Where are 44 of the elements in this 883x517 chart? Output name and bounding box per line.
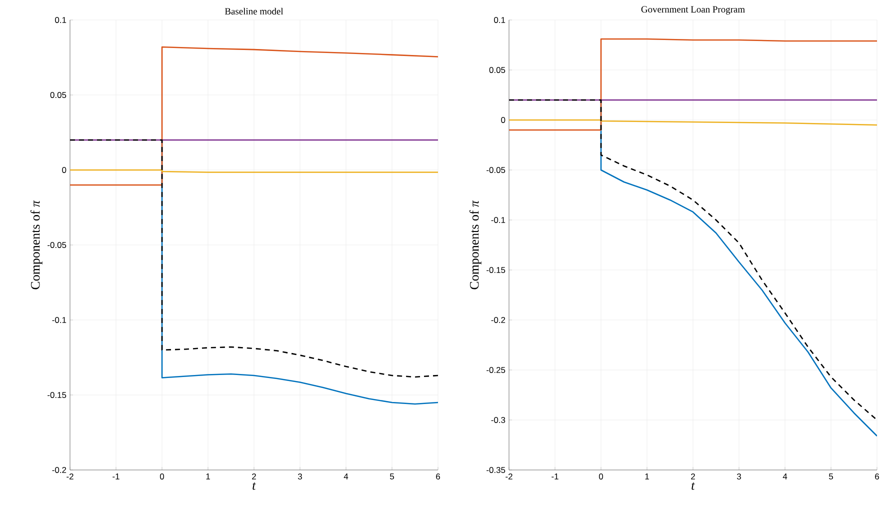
y-tick-label: -0.25	[486, 366, 506, 373]
y-tick-label: -0.1	[491, 216, 506, 223]
line-series	[509, 99, 878, 421]
x-tick-label: 5	[828, 474, 834, 480]
y-tick-label: -0.2	[52, 466, 66, 473]
y-tick-label: -0.15	[48, 392, 66, 398]
y-tick-label: 0.05	[50, 92, 66, 98]
x-tick-label: 6	[875, 474, 879, 480]
x-tick-label: 3	[298, 474, 302, 480]
y-tick-label: 0	[62, 166, 66, 173]
x-tick-label: -2	[66, 474, 74, 480]
x-tick-label: -1	[112, 474, 120, 480]
y-axis-title: Components of π	[30, 200, 42, 290]
x-tick-label: 5	[390, 474, 394, 480]
y-tick-label: 0.1	[494, 17, 506, 23]
x-tick-label: 1	[206, 474, 210, 480]
x-tick-label: 2	[691, 474, 695, 480]
x-tick-label: 1	[645, 474, 649, 480]
chart-title: Baseline model	[224, 8, 284, 14]
y-tick-label: -0.2	[491, 316, 506, 323]
x-tick-label: -2	[506, 474, 512, 480]
x-axis-title: t	[252, 482, 256, 490]
line-series	[70, 46, 438, 186]
x-tick-label: 4	[782, 474, 788, 480]
y-tick-label: 0.05	[489, 67, 506, 73]
x-tick-label: 3	[736, 474, 741, 480]
y-tick-label: -0.1	[52, 316, 66, 323]
y-axis-title: Components of π	[469, 200, 482, 290]
chart-title: Government Loan Program	[641, 6, 745, 14]
y-tick-label: -0.05	[486, 166, 506, 173]
x-tick-label: -1	[552, 474, 558, 480]
y-tick-label: -0.35	[486, 466, 506, 473]
line-series	[70, 139, 438, 378]
x-tick-label: 4	[344, 474, 348, 480]
x-tick-label: 0	[598, 474, 604, 480]
y-tick-label: 0	[501, 116, 506, 123]
y-tick-label: -0.15	[486, 266, 506, 273]
x-tick-label: 0	[160, 474, 164, 480]
y-tick-label: -0.05	[48, 242, 66, 248]
y-tick-label: 0.1	[55, 16, 66, 23]
x-tick-label: 6	[436, 474, 440, 480]
x-axis-title: t	[692, 482, 695, 490]
x-tick-label: 2	[252, 474, 256, 480]
y-tick-label: -0.3	[491, 416, 506, 423]
